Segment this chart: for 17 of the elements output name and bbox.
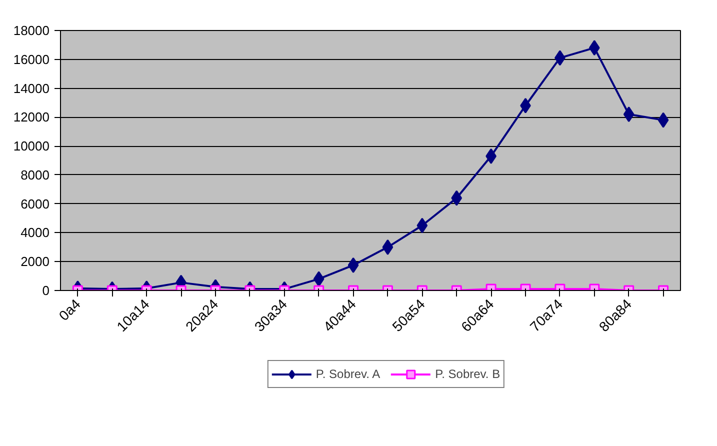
point [658, 112, 669, 128]
y-tick-label: 2000 [20, 254, 50, 270]
legend-label: P. Sobrev. A [316, 367, 380, 381]
y-tick-label: 12000 [13, 110, 50, 125]
y-tick-label: 10000 [13, 138, 50, 154]
y-tick-label: 4000 [20, 225, 50, 240]
x-tick-label: 0a4 [56, 296, 84, 324]
y-tick-label: 14000 [13, 80, 50, 96]
point [451, 190, 462, 206]
point [588, 40, 600, 56]
y-tick-label: 0 [42, 283, 50, 298]
point [623, 106, 634, 122]
y-tick-label: 16000 [13, 52, 50, 67]
y-tick-label: 18000 [13, 23, 50, 38]
y-tick-label: 6000 [20, 196, 50, 212]
legend-label: P. Sobrev. B [435, 367, 500, 381]
y-tick-label: 8000 [20, 167, 50, 182]
